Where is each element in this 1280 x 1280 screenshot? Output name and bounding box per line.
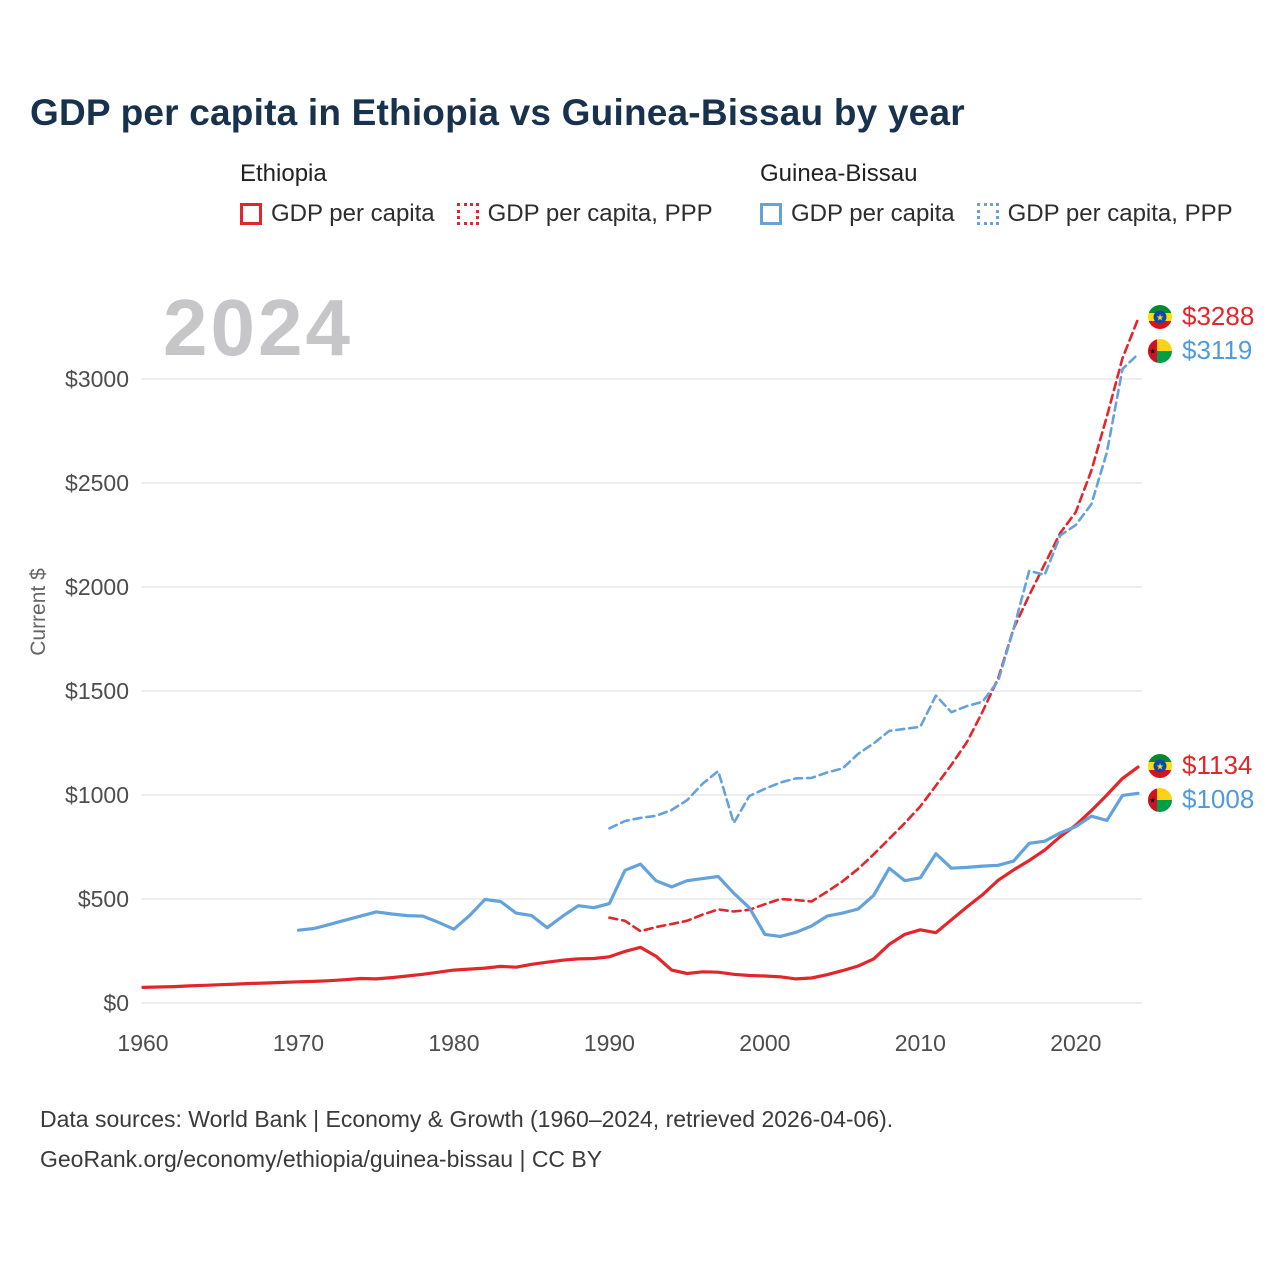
legend-swatch-blue-solid-icon (760, 203, 782, 225)
x-tick-label: 2020 (1050, 1030, 1101, 1056)
chart-canvas: $0 $500 $1000 $1500 $2000 $2500 $3000 1960 1970 1… (65, 317, 1142, 1056)
footer-attribution: GeoRank.org/economy/ethiopia/guinea-biss… (40, 1146, 603, 1172)
guinea-bissau-flag-icon: ★ (1148, 787, 1172, 812)
legend-item-ethiopia-gdp: GDP per capita (240, 200, 435, 228)
svg-text:★: ★ (1156, 312, 1164, 322)
end-value: $3288 (1182, 301, 1255, 331)
end-label-guinea-bissau-ppp: ★ $3119 (1148, 335, 1252, 366)
end-value: $1008 (1182, 784, 1255, 814)
end-label-ethiopia-gdp: ★ $1134 (1148, 750, 1252, 781)
end-value: $1134 (1182, 750, 1253, 780)
year-watermark: 2024 (163, 283, 353, 372)
legend-header-ethiopia: Ethiopia (240, 160, 327, 187)
y-tick-label: $1000 (65, 782, 129, 808)
legend-item-gb-gdp: GDP per capita (760, 200, 955, 228)
legend-swatch-red-dotted-icon (456, 203, 479, 225)
y-tick-label: $2500 (65, 470, 129, 496)
series-line (608, 317, 1140, 933)
x-tick-label: 1990 (584, 1030, 635, 1056)
legend-items-guinea-bissau: GDP per capita GDP per capita, PPP (760, 200, 1233, 228)
legend-group-ethiopia: Ethiopia GDP per capita GDP per capita, … (240, 160, 713, 228)
y-tick-label: $3000 (65, 366, 129, 392)
end-label-ethiopia-ppp: ★ $3288 (1148, 301, 1254, 332)
series-line (296, 791, 1140, 938)
legend-swatch-red-solid-icon (240, 203, 262, 225)
legend-label: GDP per capita, PPP (1007, 200, 1233, 227)
x-tick-label: 2000 (739, 1030, 790, 1056)
legend-label: GDP per capita (791, 200, 955, 227)
legend-group-guinea-bissau: Guinea-Bissau GDP per capita GDP per cap… (760, 160, 1233, 228)
y-tick-label: $1500 (65, 678, 129, 704)
x-tick-label: 1980 (428, 1030, 479, 1056)
ethiopia-flag-icon: ★ (1148, 753, 1172, 778)
series-line (141, 765, 1140, 989)
legend-swatch-blue-dotted-icon (976, 203, 999, 225)
end-value: $3119 (1182, 335, 1253, 365)
legend-item-gb-gdp-ppp: GDP per capita, PPP (976, 200, 1233, 228)
series-line (608, 352, 1140, 830)
footer-data-sources: Data sources: World Bank | Economy & Gro… (40, 1106, 894, 1132)
legend-header-guinea-bissau: Guinea-Bissau (760, 160, 918, 187)
page-title: GDP per capita in Ethiopia vs Guinea-Bis… (30, 92, 965, 133)
legend-label: GDP per capita, PPP (487, 200, 713, 227)
x-tick-label: 1970 (273, 1030, 324, 1056)
end-label-guinea-bissau-gdp: ★ $1008 (1148, 784, 1254, 815)
y-tick-label: $2000 (65, 574, 129, 600)
y-tick-label: $0 (103, 990, 129, 1016)
ethiopia-flag-icon: ★ (1148, 304, 1172, 329)
x-tick-label: 2010 (895, 1030, 946, 1056)
x-tick-label: 1960 (117, 1030, 168, 1056)
legend-items-ethiopia: GDP per capita GDP per capita, PPP (240, 200, 713, 228)
legend-item-ethiopia-gdp-ppp: GDP per capita, PPP (456, 200, 713, 228)
legend-label: GDP per capita (271, 200, 435, 227)
svg-text:★: ★ (1156, 761, 1164, 771)
guinea-bissau-flag-icon: ★ (1148, 338, 1172, 363)
y-tick-label: $500 (78, 886, 129, 912)
svg-text:★: ★ (1149, 796, 1155, 804)
svg-text:★: ★ (1149, 347, 1155, 355)
